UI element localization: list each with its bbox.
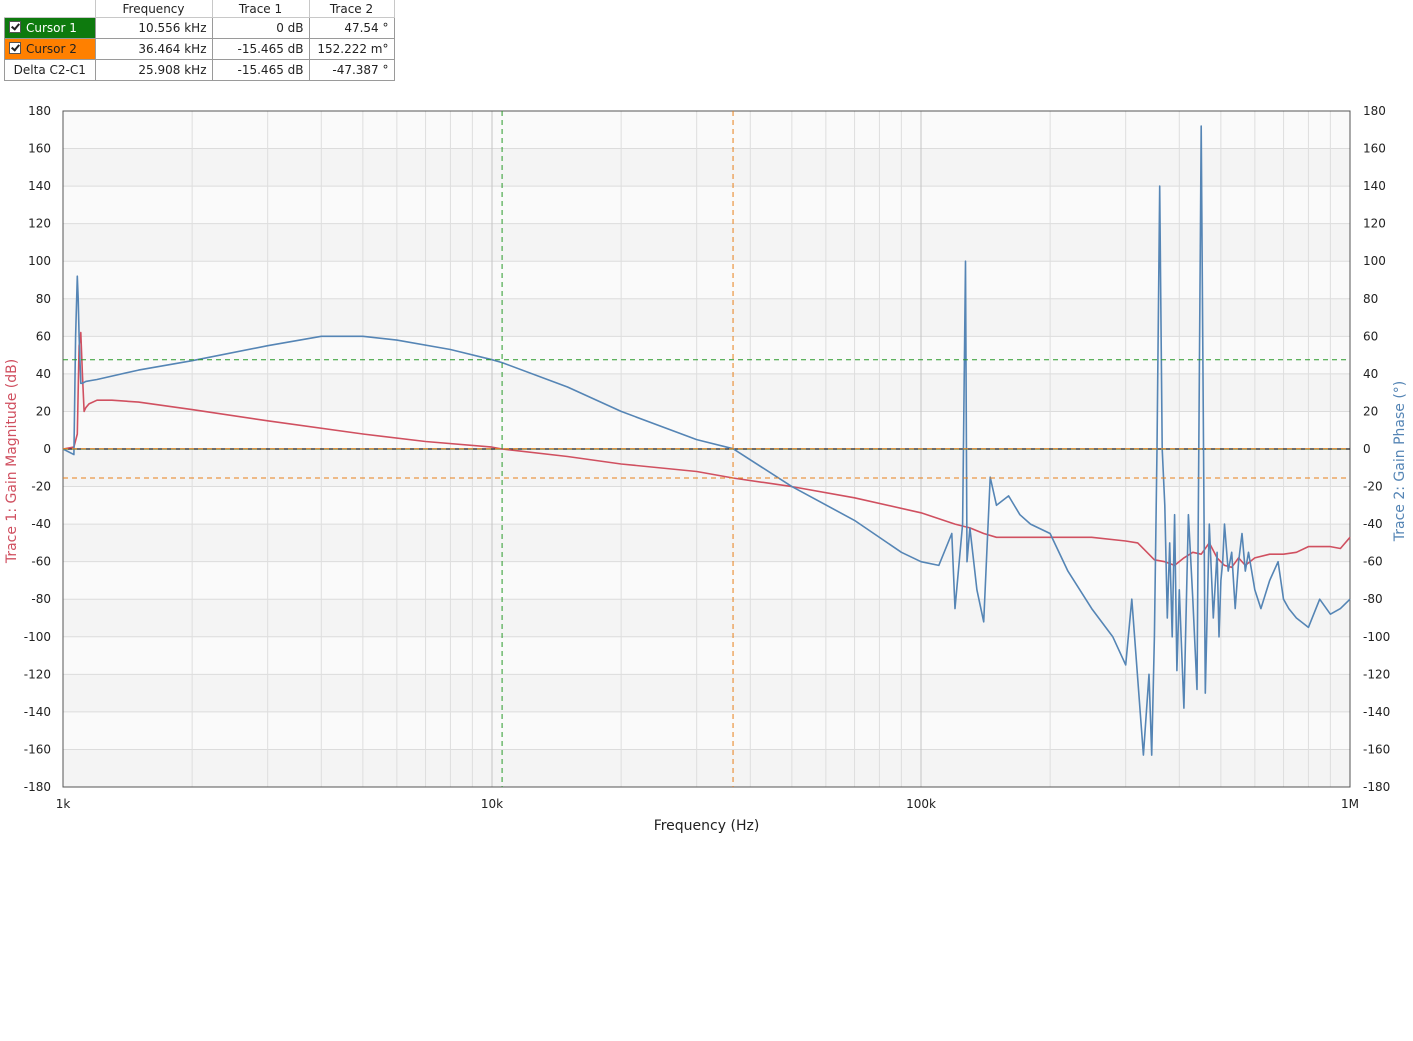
band (63, 373, 1350, 412)
band (63, 223, 1350, 262)
band (63, 148, 1350, 187)
cursor1-trace2: 47.54 ° (308, 17, 395, 39)
left-tick-label: 100 (28, 254, 51, 268)
delta-frequency: 25.908 kHz (94, 59, 213, 81)
cursor1-row[interactable]: Cursor 1 10.556 kHz 0 dB 47.54 ° (4, 17, 395, 39)
x-axis-ticks: 1k 10k 100k 1M (56, 797, 1359, 811)
right-tick-label: 120 (1363, 217, 1386, 231)
cursor1-label: Cursor 1 (26, 21, 77, 35)
bode-plot[interactable]: -180 -160 -140 -120 -100 -80 -60 -40 -20 0 20 40 60 8… (0, 0, 1413, 860)
left-tick-label: -120 (24, 667, 51, 681)
right-tick-label: -140 (1363, 705, 1390, 719)
right-tick-label: 100 (1363, 254, 1386, 268)
band (63, 449, 1350, 487)
delta-trace2: -47.387 ° (308, 59, 395, 81)
band (63, 336, 1350, 374)
band (63, 524, 1350, 562)
left-tick-label: 140 (28, 179, 51, 193)
right-tick-label: -80 (1363, 592, 1383, 606)
left-tick-label: -180 (24, 780, 51, 794)
delta-trace1: -15.465 dB (211, 59, 310, 81)
band (63, 749, 1350, 787)
band (63, 561, 1350, 600)
left-tick-label: -60 (31, 555, 51, 569)
left-tick-label: -40 (31, 517, 51, 531)
x-tick-label: 100k (906, 797, 936, 811)
cursor2-label: Cursor 2 (26, 42, 77, 56)
cursor1-label-cell[interactable]: Cursor 1 (4, 17, 96, 39)
series-group (62, 125, 1351, 756)
band (63, 261, 1350, 299)
left-tick-label: 0 (43, 442, 51, 456)
left-tick-label: -80 (31, 592, 51, 606)
delta-row: Delta C2-C1 25.908 kHz -15.465 dB -47.38… (4, 59, 395, 81)
right-tick-label: -100 (1363, 630, 1390, 644)
band (63, 111, 1350, 149)
right-tick-label: -40 (1363, 517, 1383, 531)
right-tick-label: -60 (1363, 555, 1383, 569)
right-tick-label: -180 (1363, 780, 1390, 794)
right-tick-label: 20 (1363, 404, 1378, 418)
left-tick-label: -20 (31, 480, 51, 494)
right-tick-label: -20 (1363, 480, 1383, 494)
left-tick-label: -160 (24, 742, 51, 756)
right-tick-label: 180 (1363, 104, 1386, 118)
left-tick-label: 160 (28, 142, 51, 156)
right-tick-label: 40 (1363, 367, 1378, 381)
left-tick-label: 20 (36, 404, 51, 418)
band (63, 636, 1350, 675)
right-axis-ticks: -180 -160 -140 -120 -100 -80 -60 -40 -20 0 20 40 60 8… (1363, 104, 1390, 794)
series-2-line (62, 125, 1351, 756)
background-bands (63, 111, 1350, 787)
x-tick-label: 1M (1341, 797, 1359, 811)
left-tick-label: 40 (36, 367, 51, 381)
left-axis-ticks: -180 -160 -140 -120 -100 -80 -60 -40 -20 0 20 40 60 8… (24, 104, 51, 794)
cursor1-frequency: 10.556 kHz (94, 17, 213, 39)
right-tick-label: -160 (1363, 742, 1390, 756)
left-axis-label: Trace 1: Gain Magnitude (dB) (4, 359, 20, 564)
cursor2-row[interactable]: Cursor 2 36.464 kHz -15.465 dB 152.222 m… (4, 38, 395, 60)
left-tick-label: 60 (36, 329, 51, 343)
left-tick-label: -140 (24, 705, 51, 719)
cursor-table: Frequency Trace 1 Trace 2 Cursor 1 10.55… (4, 0, 395, 81)
cursor2-trace1: -15.465 dB (211, 38, 310, 60)
x-tick-label: 1k (56, 797, 71, 811)
left-tick-label: 180 (28, 104, 51, 118)
left-tick-label: 120 (28, 217, 51, 231)
x-axis-label: Frequency (Hz) (654, 818, 760, 834)
band (63, 298, 1350, 337)
right-tick-label: 160 (1363, 142, 1386, 156)
right-tick-label: 140 (1363, 179, 1386, 193)
band (63, 711, 1350, 750)
left-tick-label: 80 (36, 292, 51, 306)
right-tick-label: 60 (1363, 329, 1378, 343)
cursor2-label-cell[interactable]: Cursor 2 (4, 38, 96, 60)
right-tick-label: 80 (1363, 292, 1378, 306)
right-axis-label: Trace 2: Gain Phase (°) (1392, 381, 1408, 542)
band (63, 486, 1350, 525)
band (63, 599, 1350, 637)
right-tick-label: -120 (1363, 667, 1390, 681)
delta-label: Delta C2-C1 (4, 59, 96, 81)
x-tick-label: 10k (481, 797, 503, 811)
cursor1-checkbox[interactable] (9, 21, 21, 33)
left-tick-label: -100 (24, 630, 51, 644)
cursor2-trace2: 152.222 m° (308, 38, 395, 60)
band (63, 186, 1350, 224)
right-tick-label: 0 (1363, 442, 1371, 456)
cursor-table-header: Frequency Trace 1 Trace 2 (4, 0, 395, 18)
header-trace1: Trace 1 (212, 0, 310, 18)
band (63, 674, 1350, 712)
cursor2-checkbox[interactable] (9, 42, 21, 54)
cursor-lines[interactable] (63, 111, 1350, 787)
